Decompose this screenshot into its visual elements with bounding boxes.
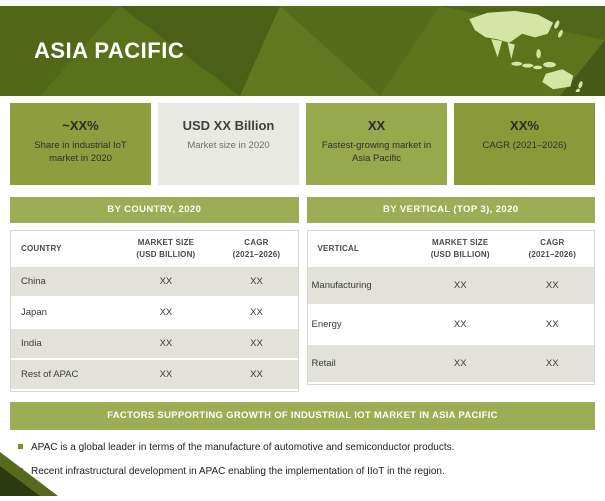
stat-label: Fastest-growing market in Asia Pacific <box>321 140 432 165</box>
table-row: Energy XX XX <box>307 305 594 345</box>
column-header-market-size: MARKET SIZE (USD BILLION) <box>430 238 490 259</box>
column-header-cagr: CAGR (2021–2026) <box>528 238 577 259</box>
stat-card-share: ~XX% Share in industrial IoT market in 2… <box>10 103 151 185</box>
bullet-text: APAC is a global leader in terms of the … <box>31 442 455 453</box>
market-size-cell: XX <box>116 359 216 391</box>
cagr-cell: XX <box>510 305 594 345</box>
stat-label: Share in industrial IoT market in 2020 <box>34 140 127 165</box>
country-name-cell: Japan <box>11 297 117 329</box>
stat-value: XX <box>367 118 386 133</box>
cagr-cell: XX <box>215 328 298 360</box>
stat-card-fastest-growing: XX Fastest-growing market in Asia Pacifi… <box>306 103 447 185</box>
section-header-by-vertical: BY VERTICAL (TOP 3), 2020 <box>306 197 595 223</box>
market-size-cell: XX <box>116 267 216 298</box>
column-header-cagr: CAGR (2021–2026) <box>232 238 281 259</box>
list-item: APAC is a global leader in terms of the … <box>18 441 595 454</box>
vertical-table: VERTICAL MARKET SIZE (USD BILLION) CAGR … <box>306 230 595 385</box>
stat-label: Market size in 2020 <box>187 140 270 151</box>
list-item: Recent infrastructural development in AP… <box>18 465 595 478</box>
bullet-square-icon <box>18 444 23 449</box>
asia-pacific-map-icon <box>449 10 599 97</box>
section-header-by-country: BY COUNTRY, 2020 <box>10 197 299 223</box>
section-header-row: BY COUNTRY, 2020 BY VERTICAL (TOP 3), 20… <box>10 197 595 223</box>
region-banner: ASIA PACIFIC <box>0 6 605 96</box>
factors-bullet-list: APAC is a global leader in terms of the … <box>10 441 595 478</box>
table-row: Japan XX XX <box>11 297 298 329</box>
page-title: ASIA PACIFIC <box>34 38 185 63</box>
table-row: Retail XX XX <box>307 344 594 384</box>
market-size-cell: XX <box>116 328 216 360</box>
country-name-cell: China <box>11 267 117 298</box>
market-size-cell: XX <box>409 305 511 345</box>
table-row: China XX XX <box>11 267 298 298</box>
country-name-cell: India <box>11 328 117 360</box>
table-row: Rest of APAC XX XX <box>11 359 298 391</box>
table-header-row: COUNTRY MARKET SIZE (USD BILLION) CAGR (… <box>11 231 298 267</box>
page-content: ~XX% Share in industrial IoT market in 2… <box>0 103 605 478</box>
vertical-name-cell: Manufacturing <box>307 267 410 306</box>
stat-card-cagr: XX% CAGR (2021–2026) <box>454 103 595 185</box>
table-header-row: VERTICAL MARKET SIZE (USD BILLION) CAGR … <box>308 231 595 267</box>
vertical-name-cell: Energy <box>307 305 410 345</box>
column-header-country: COUNTRY <box>21 244 62 253</box>
tables-row: COUNTRY MARKET SIZE (USD BILLION) CAGR (… <box>10 230 595 392</box>
market-size-cell: XX <box>116 297 216 329</box>
stat-value: USD XX Billion <box>182 118 275 133</box>
vertical-name-cell: Retail <box>307 344 410 384</box>
cagr-cell: XX <box>510 344 594 384</box>
cagr-cell: XX <box>215 267 298 298</box>
cagr-cell: XX <box>215 359 298 391</box>
cagr-cell: XX <box>215 297 298 329</box>
stat-value: ~XX% <box>62 118 99 133</box>
cagr-cell: XX <box>510 267 594 306</box>
country-table: COUNTRY MARKET SIZE (USD BILLION) CAGR (… <box>10 230 299 392</box>
table-row: India XX XX <box>11 328 298 360</box>
market-size-cell: XX <box>409 344 511 384</box>
stat-box-row: ~XX% Share in industrial IoT market in 2… <box>10 103 595 185</box>
stat-card-market-size: USD XX Billion Market size in 2020 <box>158 103 299 185</box>
column-header-market-size: MARKET SIZE (USD BILLION) <box>136 238 196 259</box>
market-size-cell: XX <box>409 267 511 306</box>
bullet-text: Recent infrastructural development in AP… <box>31 466 445 477</box>
factors-header-bar: FACTORS SUPPORTING GROWTH OF INDUSTRIAL … <box>10 402 595 430</box>
table-row: Manufacturing XX XX <box>307 267 594 306</box>
stat-value: XX% <box>510 118 539 133</box>
column-header-vertical: VERTICAL <box>317 244 360 253</box>
corner-decoration <box>0 446 70 501</box>
country-name-cell: Rest of APAC <box>11 359 117 391</box>
stat-label: CAGR (2021–2026) <box>482 140 567 151</box>
